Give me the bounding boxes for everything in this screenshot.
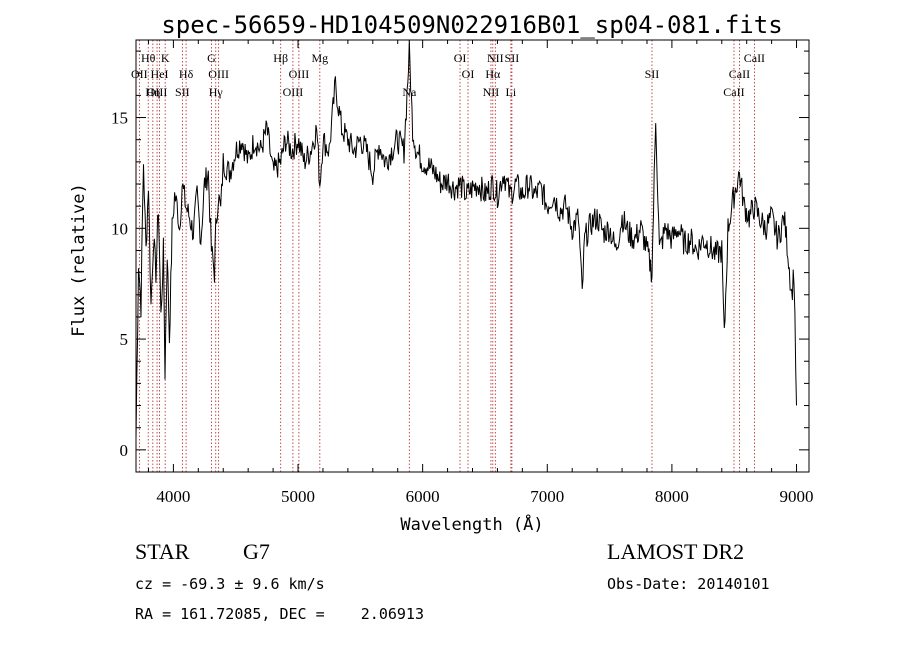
y-tick-label: 10 [111, 219, 128, 238]
line-marker-label: NII [487, 51, 504, 65]
line-marker-label: Hθ [141, 51, 156, 65]
chart-title: spec-56659-HD104509N022916B01_sp04-081.f… [161, 11, 782, 39]
observation-date: Obs-Date: 20140101 [607, 575, 770, 593]
line-marker-label: OIII [147, 85, 168, 99]
y-tick-label: 15 [111, 109, 128, 128]
line-marker-label: K [161, 51, 170, 65]
line-marker-label: Mg [311, 51, 328, 65]
line-marker-label: Hα [485, 67, 501, 81]
x-tick-label: 7000 [530, 487, 564, 506]
line-marker-label: OI [462, 67, 475, 81]
line-marker-label: Hγ [209, 85, 224, 99]
line-marker-label: Hβ [273, 51, 288, 65]
line-marker-label: CaII [723, 85, 744, 99]
line-marker-label: Hη [145, 85, 160, 99]
y-tick-label: 5 [120, 330, 129, 349]
redshift-cz: cz = -69.3 ± 9.6 km/s [135, 575, 325, 593]
line-marker-label: OIII [283, 85, 304, 99]
emission-line-markers [138, 40, 755, 472]
line-marker-label: Hδ [179, 67, 194, 81]
survey-name: LAMOST DR2 [607, 539, 744, 564]
object-subclass: G7 [243, 539, 270, 564]
line-marker-label: OII [131, 67, 148, 81]
x-tick-label: 5000 [281, 487, 315, 506]
line-marker-label: CaII [744, 51, 765, 65]
y-axis-label: Flux (relative) [69, 183, 89, 337]
line-marker-label: G [207, 51, 216, 65]
x-tick-label: 4000 [156, 487, 190, 506]
line-marker-label: OI [454, 51, 467, 65]
line-marker-label: OIII [208, 67, 229, 81]
x-tick-label: 8000 [655, 487, 689, 506]
y-axis-ticks: 0 5 10 15 [111, 50, 809, 473]
line-marker-label: Na [402, 85, 417, 99]
line-marker-label: CaII [729, 67, 750, 81]
object-class: STAR [135, 539, 190, 564]
line-marker-label: Li [506, 85, 517, 99]
x-tick-label: 9000 [780, 487, 814, 506]
line-marker-label: SII [175, 85, 190, 99]
line-marker-label: HeI [151, 67, 169, 81]
x-axis-label: Wavelength (Å) [400, 513, 543, 535]
spectrum-line [135, 39, 797, 440]
x-axis-ticks: 4000 5000 6000 7000 8000 9000 [147, 40, 814, 506]
coordinates: RA = 161.72085, DEC = 2.06913 [135, 605, 424, 623]
line-marker-label: NII [483, 85, 500, 99]
line-marker-label: SII [645, 67, 660, 81]
y-tick-label: 0 [120, 441, 129, 460]
line-marker-label: SII [505, 51, 520, 65]
x-tick-label: 6000 [406, 487, 440, 506]
line-marker-label: OIII [289, 67, 310, 81]
